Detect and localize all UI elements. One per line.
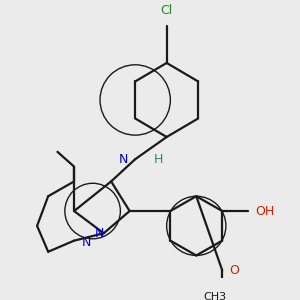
Text: CH3: CH3 bbox=[203, 292, 226, 300]
Text: OH: OH bbox=[256, 205, 275, 218]
Text: O: O bbox=[230, 264, 239, 277]
Text: N: N bbox=[94, 227, 104, 240]
Text: Cl: Cl bbox=[160, 4, 173, 17]
Text: H: H bbox=[154, 153, 163, 166]
Text: N: N bbox=[118, 153, 128, 166]
Text: N: N bbox=[82, 236, 91, 249]
